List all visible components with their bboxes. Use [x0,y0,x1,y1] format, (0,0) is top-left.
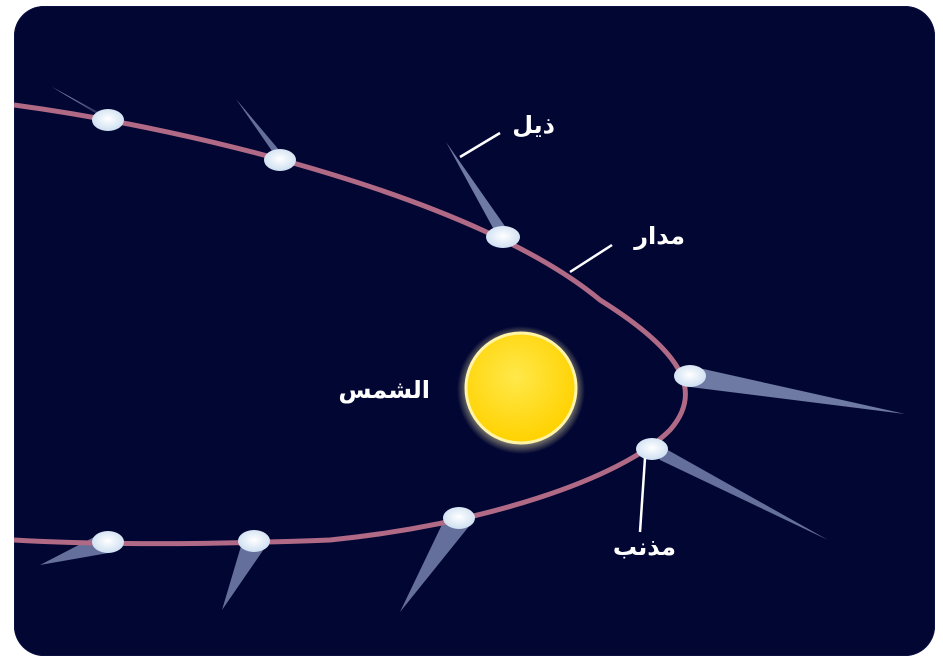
tail-label: ذيل [512,111,555,139]
comet-tail [446,142,516,242]
comet-head [92,531,124,553]
orbit-label: مدار [633,222,685,250]
comet-tail [400,512,470,612]
comet-tails [40,87,905,612]
comet-head [92,109,124,131]
comet-heads [92,109,706,553]
tail-leader-line [459,131,501,159]
comet-label: مذنب [613,533,676,561]
comet-head [443,507,475,529]
comet-head [486,226,520,248]
sun [457,326,585,454]
orbit-leader-line [569,243,613,274]
sun-label: الشمس [338,376,430,404]
comet-tail [690,366,905,414]
orbit-path [14,102,688,547]
comet-head [264,149,296,171]
diagram-background [14,6,935,656]
comet-head [238,530,270,552]
comet-tail [222,536,266,610]
comet-tail [236,99,290,163]
comet-head [674,365,706,387]
comet-head [636,438,668,460]
leader-lines [459,131,647,533]
comet-tail [650,440,828,540]
comet-leader-line [638,457,647,533]
